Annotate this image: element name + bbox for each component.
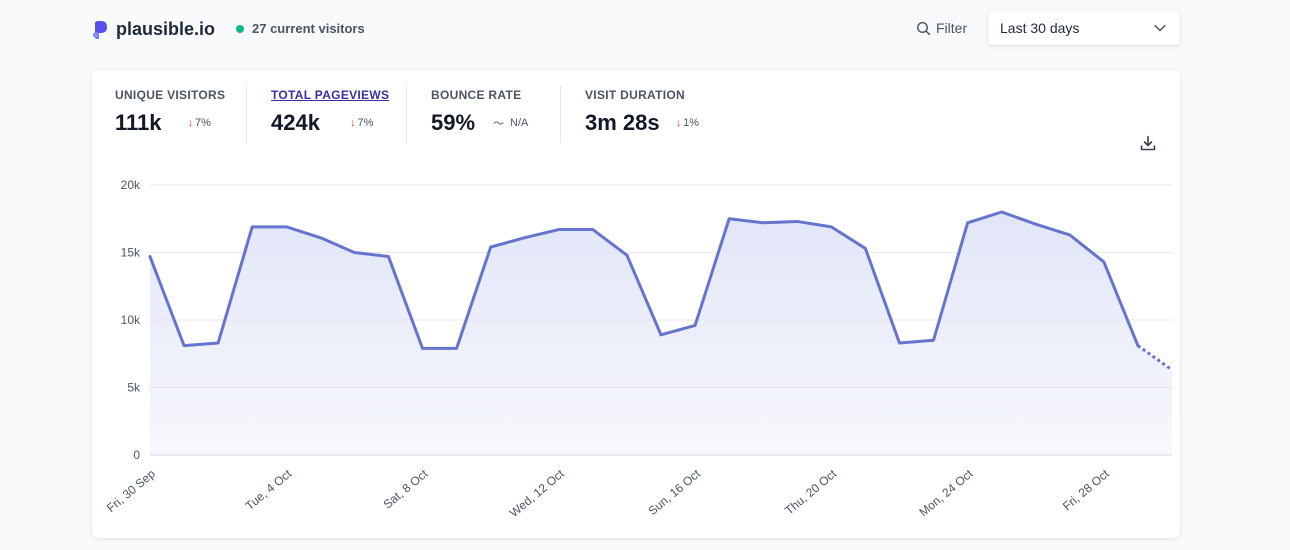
- stat-unique-visitors[interactable]: UNIQUE VISITORS 111k ↓ 7%: [115, 88, 225, 144]
- y-tick-label: 15k: [121, 246, 141, 260]
- data-point: [216, 341, 220, 345]
- y-tick-label: 10k: [121, 313, 141, 327]
- chart-area-fill: [150, 212, 1172, 455]
- y-tick-label: 0: [133, 448, 140, 462]
- flat-trend-icon: 〜: [493, 118, 505, 130]
- download-icon[interactable]: [1140, 135, 1156, 151]
- arrow-down-icon: ↓: [349, 117, 356, 129]
- data-point: [1170, 368, 1174, 372]
- data-point: [182, 344, 186, 348]
- stat-change: ↓ 7%: [188, 117, 211, 129]
- series-line: [148, 210, 1140, 350]
- x-tick-label: Tue, 4 Oct: [243, 466, 295, 513]
- top-bar: plausible.io 27 current visitors Filter …: [0, 0, 1290, 60]
- data-point: [1000, 210, 1004, 214]
- x-tick-label: Fri, 28 Oct: [1060, 466, 1112, 513]
- stat-label: TOTAL PAGEVIEWS: [271, 88, 390, 102]
- data-point: [557, 228, 561, 232]
- data-point: [932, 338, 936, 342]
- data-point: [352, 251, 356, 255]
- data-point: [455, 346, 459, 350]
- data-point: [284, 225, 288, 229]
- current-visitors-label: 27 current visitors: [252, 21, 365, 36]
- data-point: [591, 228, 595, 232]
- chevron-down-icon: [1154, 24, 1166, 32]
- stat-label: VISIT DURATION: [585, 88, 685, 102]
- divider: [246, 86, 247, 143]
- filter-button[interactable]: Filter: [916, 20, 967, 36]
- data-point: [625, 253, 629, 257]
- stat-change-value: 7%: [357, 117, 374, 129]
- series-line-partial: [1137, 344, 1173, 372]
- data-point: [318, 236, 322, 240]
- stat-visit-duration[interactable]: VISIT DURATION 3m 28s ↓ 1%: [585, 88, 699, 144]
- stat-total-pageviews[interactable]: TOTAL PAGEVIEWS 424k ↓ 7%: [271, 88, 389, 144]
- data-point: [795, 219, 799, 223]
- stat-change: 〜 N/A: [493, 115, 528, 131]
- data-point: [1034, 222, 1038, 226]
- stat-value: 3m 28s: [585, 110, 660, 135]
- x-tick-label: Sun, 16 Oct: [645, 466, 703, 518]
- data-point: [1068, 233, 1072, 237]
- data-point: [386, 255, 390, 259]
- filter-label: Filter: [936, 20, 968, 36]
- stat-value: 111k: [115, 110, 162, 135]
- stat-change: ↓ 7%: [350, 117, 373, 129]
- data-point: [966, 221, 970, 225]
- arrow-down-icon: ↓: [187, 117, 194, 129]
- arrow-down-icon: ↓: [675, 117, 682, 129]
- stat-change-value: 1%: [683, 117, 700, 129]
- plausible-logo-icon: [93, 20, 107, 39]
- data-point: [659, 333, 663, 337]
- current-visitors[interactable]: 27 current visitors: [236, 21, 365, 36]
- divider: [406, 86, 407, 143]
- data-point: [829, 225, 833, 229]
- live-dot-icon: [236, 24, 244, 33]
- site-name: plausible.io: [116, 19, 216, 39]
- data-point: [1102, 260, 1106, 264]
- data-point: [693, 323, 697, 327]
- site-logo[interactable]: plausible.io: [92, 19, 215, 40]
- stat-change-value: 7%: [195, 117, 211, 129]
- stat-value: 59%: [431, 110, 476, 135]
- data-point: [761, 221, 765, 225]
- data-point: [489, 245, 493, 249]
- data-point: [1136, 344, 1140, 348]
- visitors-chart[interactable]: 0 5k 10k 15k 20k Fri, 30 Sep Tue, 4 Oct Sat, 8 …: [92, 170, 1180, 540]
- period-label: Last 30 days: [1000, 20, 1080, 36]
- data-point: [897, 341, 901, 345]
- stat-change-value: N/A: [510, 117, 529, 129]
- data-point: [250, 225, 254, 229]
- search-icon: [916, 21, 931, 35]
- y-tick-label: 20k: [121, 178, 141, 192]
- stat-value: 424k: [271, 110, 320, 135]
- x-tick-label: Sat, 8 Oct: [381, 466, 431, 511]
- data-point: [863, 246, 867, 250]
- stat-change: ↓ 1%: [676, 117, 699, 129]
- stat-bounce-rate[interactable]: BOUNCE RATE 59% 〜 N/A: [431, 88, 528, 144]
- data-point: [523, 236, 527, 240]
- x-tick-label: Mon, 24 Oct: [916, 466, 976, 519]
- period-select[interactable]: Last 30 days: [988, 11, 1180, 45]
- data-point: [421, 346, 425, 350]
- x-tick-label: Fri, 30 Sep: [104, 466, 158, 515]
- data-point: [148, 255, 152, 259]
- stat-label: UNIQUE VISITORS: [115, 88, 226, 102]
- stat-label: BOUNCE RATE: [431, 88, 522, 102]
- divider: [560, 86, 561, 143]
- data-point: [727, 217, 731, 221]
- x-tick-label: Wed, 12 Oct: [507, 466, 567, 520]
- x-tick-label: Thu, 20 Oct: [782, 466, 840, 517]
- y-tick-label: 5k: [127, 381, 141, 395]
